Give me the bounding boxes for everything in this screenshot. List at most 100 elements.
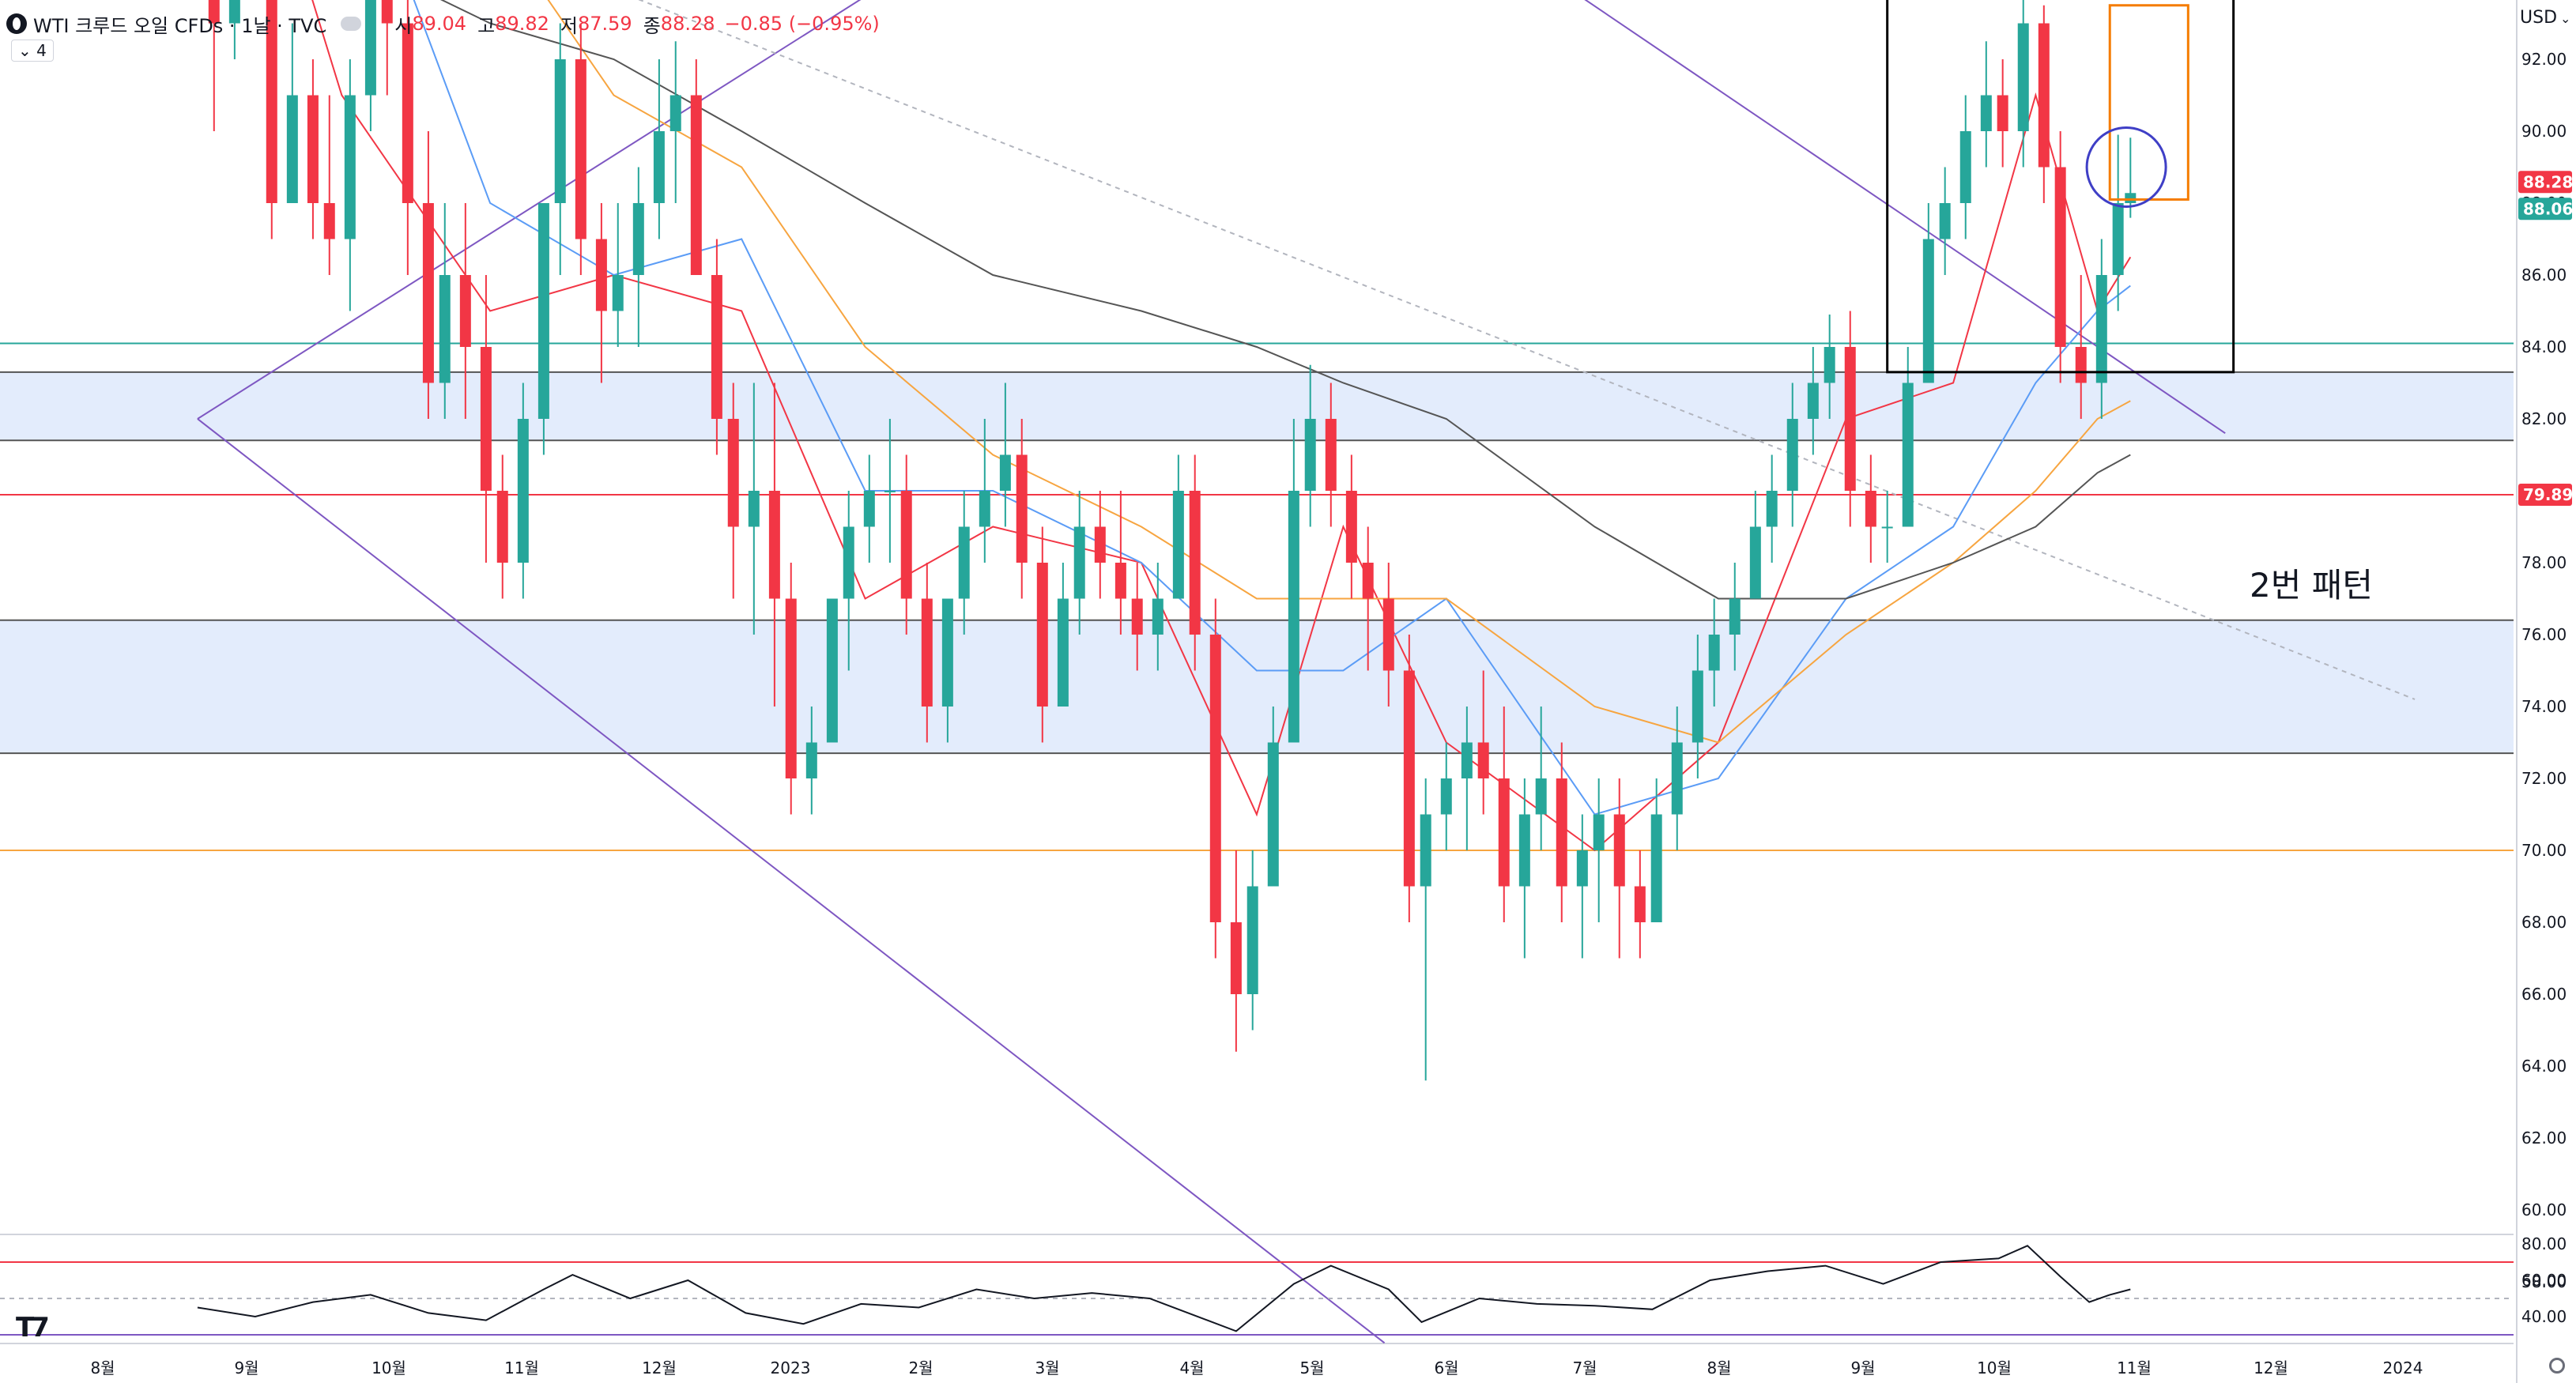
- candle[interactable]: [958, 491, 970, 635]
- candle[interactable]: [921, 563, 933, 743]
- candle[interactable]: [1650, 778, 1662, 922]
- candle[interactable]: [402, 0, 413, 275]
- candle[interactable]: [999, 382, 1011, 527]
- candle[interactable]: [669, 41, 681, 203]
- candlesticks[interactable]: [192, 0, 2137, 1081]
- candle[interactable]: [1556, 742, 1567, 923]
- candle[interactable]: [1939, 167, 1951, 276]
- candle[interactable]: [1172, 454, 1184, 599]
- candle[interactable]: [1189, 454, 1201, 671]
- candle[interactable]: [1131, 563, 1143, 671]
- candle[interactable]: [2075, 275, 2087, 419]
- candle[interactable]: [843, 491, 854, 671]
- candle[interactable]: [439, 203, 451, 419]
- candle[interactable]: [748, 382, 760, 635]
- candle[interactable]: [1057, 563, 1069, 707]
- candle[interactable]: [344, 59, 356, 311]
- candle[interactable]: [1824, 315, 1835, 419]
- candle[interactable]: [900, 454, 912, 635]
- candle[interactable]: [228, 0, 240, 59]
- candle[interactable]: [1345, 454, 1357, 599]
- candle[interactable]: [1881, 491, 1893, 563]
- candle[interactable]: [785, 563, 797, 815]
- candle[interactable]: [653, 59, 665, 239]
- candle[interactable]: [979, 419, 990, 563]
- candle[interactable]: [1997, 59, 2008, 168]
- candle[interactable]: [1477, 670, 1489, 815]
- candle[interactable]: [307, 59, 319, 239]
- candle[interactable]: [1518, 778, 1530, 959]
- candle[interactable]: [1036, 526, 1048, 743]
- candle[interactable]: [2054, 131, 2066, 383]
- candle[interactable]: [595, 203, 607, 383]
- candle[interactable]: [1922, 203, 1934, 383]
- candle[interactable]: [1729, 563, 1741, 671]
- candle[interactable]: [1230, 850, 1242, 1052]
- candle[interactable]: [1671, 707, 1683, 850]
- candle[interactable]: [2112, 134, 2124, 311]
- candle[interactable]: [711, 239, 722, 455]
- candle[interactable]: [1016, 419, 1028, 599]
- candle[interactable]: [1073, 491, 1085, 635]
- candle[interactable]: [1325, 382, 1337, 527]
- candle[interactable]: [727, 382, 739, 599]
- gear-icon[interactable]: [2549, 1358, 2565, 1374]
- candle[interactable]: [884, 419, 896, 563]
- candle[interactable]: [612, 203, 624, 347]
- candle[interactable]: [768, 382, 780, 707]
- indicators-toggle[interactable]: ⌄ 4: [11, 40, 54, 62]
- candle[interactable]: [632, 167, 644, 348]
- candle[interactable]: [1535, 707, 1547, 850]
- candle[interactable]: [1461, 707, 1473, 850]
- candle[interactable]: [575, 23, 586, 276]
- candle[interactable]: [517, 382, 529, 599]
- candle[interactable]: [1440, 742, 1452, 851]
- candle[interactable]: [554, 23, 566, 276]
- candle[interactable]: [1634, 850, 1646, 959]
- candle[interactable]: [364, 0, 376, 131]
- candle[interactable]: [690, 59, 702, 275]
- candle[interactable]: [381, 0, 393, 96]
- currency-selector[interactable]: USD ⌄: [2520, 8, 2570, 28]
- candle[interactable]: [1288, 419, 1299, 743]
- candle[interactable]: [1247, 850, 1258, 1031]
- candle[interactable]: [496, 454, 508, 599]
- candle[interactable]: [2095, 239, 2107, 420]
- candle[interactable]: [2017, 0, 2029, 168]
- candle[interactable]: [1498, 707, 1510, 922]
- candle[interactable]: [1786, 382, 1798, 527]
- candle[interactable]: [323, 95, 335, 276]
- candle[interactable]: [2038, 5, 2050, 203]
- candle[interactable]: [1115, 491, 1126, 635]
- candle[interactable]: [1576, 814, 1588, 959]
- visibility-eye-icon[interactable]: [341, 17, 362, 31]
- candle[interactable]: [941, 598, 953, 743]
- candle[interactable]: [1980, 41, 1992, 168]
- candle[interactable]: [1420, 778, 1431, 1081]
- candle[interactable]: [826, 598, 838, 743]
- candle[interactable]: [266, 0, 277, 239]
- candle[interactable]: [1152, 563, 1164, 671]
- candle[interactable]: [1708, 598, 1720, 707]
- candle[interactable]: [1304, 364, 1316, 527]
- candle[interactable]: [1382, 563, 1394, 707]
- candle[interactable]: [1593, 778, 1605, 922]
- candle[interactable]: [286, 23, 298, 204]
- candle[interactable]: [1865, 454, 1876, 563]
- candle[interactable]: [1902, 347, 1914, 527]
- candle[interactable]: [805, 707, 817, 815]
- candle[interactable]: [1749, 491, 1761, 599]
- candle[interactable]: [422, 131, 434, 419]
- candle[interactable]: [537, 203, 549, 455]
- candle[interactable]: [1844, 311, 1856, 527]
- candle[interactable]: [1807, 347, 1819, 455]
- candle[interactable]: [1959, 95, 1971, 239]
- candle[interactable]: [863, 454, 875, 563]
- candle[interactable]: [1362, 526, 1374, 671]
- symbol-title[interactable]: WTI 크루드 오일 CFDs · 1날 · TVC: [33, 14, 327, 37]
- candle[interactable]: [1403, 635, 1415, 922]
- candle[interactable]: [480, 275, 492, 563]
- candle[interactable]: [1766, 454, 1778, 563]
- candle[interactable]: [459, 203, 471, 419]
